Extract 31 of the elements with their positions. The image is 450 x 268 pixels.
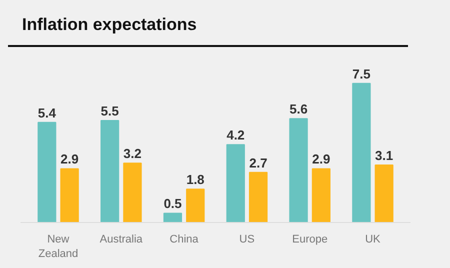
bar (38, 122, 56, 223)
x-tick-label: Australia (100, 234, 144, 246)
bar (123, 162, 142, 223)
bar (60, 168, 79, 223)
bar (163, 213, 182, 223)
bar (248, 172, 268, 223)
data-label: 1.8 (186, 172, 204, 188)
data-label: 4.2 (226, 128, 245, 143)
data-label: 5.5 (100, 104, 119, 119)
x-tick-label: China (170, 234, 200, 246)
data-label: 2.7 (249, 156, 268, 171)
data-label: 7.5 (352, 66, 370, 82)
data-label: 5.4 (38, 106, 57, 121)
data-label: 3.1 (375, 148, 394, 164)
bar (352, 83, 371, 223)
bar (226, 144, 245, 223)
bar (312, 168, 330, 223)
bar (289, 118, 308, 223)
x-tick-label: US (239, 234, 255, 246)
data-label: 2.9 (60, 152, 79, 167)
x-tick-label: New Zealand (38, 234, 78, 260)
data-label: 3.2 (123, 146, 142, 162)
bar (100, 120, 120, 223)
bar (186, 188, 205, 223)
x-tick-label: Europe (292, 234, 328, 246)
chart-title: Inflation expectations (22, 14, 197, 36)
x-tick-label: UK (365, 234, 382, 246)
bar (374, 164, 394, 223)
data-label: 2.9 (312, 152, 330, 167)
data-label: 0.5 (164, 196, 182, 212)
data-label: 5.6 (289, 102, 308, 117)
